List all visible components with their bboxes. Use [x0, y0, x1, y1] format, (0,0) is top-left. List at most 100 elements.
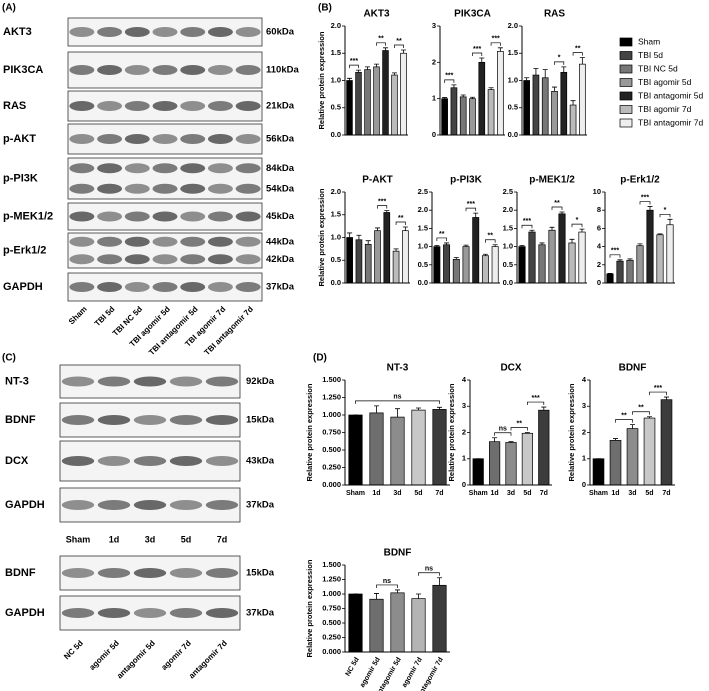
lane-label: 7d [217, 534, 228, 544]
bar [609, 440, 622, 486]
chart-title: RAS [544, 9, 565, 20]
blot-label: AKT3 [3, 26, 32, 38]
bar [346, 80, 353, 136]
lane-label: Sham [66, 534, 91, 544]
bar [392, 250, 400, 284]
y-tick-label: 2.0 [331, 21, 341, 30]
significance-label: ns [499, 426, 507, 433]
significance-label: * [558, 55, 561, 62]
significance-label: *** [492, 36, 500, 43]
significance-label: *** [378, 198, 386, 205]
bar [551, 91, 558, 136]
significance-bracket [418, 572, 440, 576]
blot-label: DCX [5, 455, 29, 467]
error-bar [492, 244, 498, 247]
blot-band [235, 211, 261, 222]
error-bar [533, 68, 539, 76]
significance-label: ** [398, 215, 404, 222]
significance-bracket [494, 432, 512, 436]
bar [626, 428, 639, 486]
significance-label: *** [473, 46, 481, 53]
y-axis-label: Relative protein expression [317, 31, 326, 129]
bar [411, 409, 426, 486]
y-tick-label: 0 [582, 480, 586, 489]
chart-title: PIK3CA [454, 9, 491, 20]
y-tick-label: 2.0 [503, 205, 513, 214]
y-tick-label: 1.250 [322, 574, 341, 583]
chart-title: BDNF [619, 363, 647, 374]
axis [521, 26, 587, 136]
blot-band [97, 568, 131, 578]
error-bar [347, 77, 352, 81]
significance-bracket [490, 42, 501, 46]
error-bar [497, 47, 503, 52]
error-bar [529, 229, 535, 233]
x-tick-label: 3d [628, 490, 636, 497]
axis [604, 192, 675, 284]
blot-size: 54kDa [266, 183, 295, 194]
blot-label: RAS [3, 100, 26, 112]
blot-band [97, 608, 131, 618]
y-tick-label: 0 [432, 130, 436, 139]
significance-label: *** [467, 201, 475, 208]
bar [390, 592, 405, 653]
bar [481, 255, 489, 284]
blot-band [133, 608, 167, 618]
legend-label: TBI agomir 7d [638, 104, 692, 114]
significance-bracket [472, 52, 483, 56]
y-tick-label: 1.250 [322, 392, 341, 401]
y-tick-label: 0.250 [322, 462, 341, 471]
significance-label: ** [396, 38, 402, 45]
blot-band [124, 254, 150, 265]
blot-band [169, 608, 203, 618]
legend-swatch [619, 105, 633, 114]
significance-bracket [571, 223, 583, 228]
error-bar [539, 242, 545, 245]
error-bar [401, 49, 406, 54]
x-tick-label: 5d [414, 490, 422, 497]
axis [469, 380, 552, 486]
significance-bracket [376, 584, 398, 588]
blot-label: p-AKT [3, 133, 36, 145]
error-bar [559, 211, 565, 214]
error-bar [434, 245, 440, 247]
lane-label: TBI antagomir 7d [202, 304, 255, 357]
y-tick-label: 0.0 [508, 130, 518, 139]
significance-label: ** [638, 405, 644, 412]
blot-band [124, 101, 150, 111]
blot-band [180, 236, 206, 247]
significance-label: ** [554, 200, 560, 207]
bar [636, 245, 644, 284]
x-tick-label: 7d [540, 490, 548, 497]
bar [579, 63, 586, 136]
y-tick-label: 1 [432, 94, 436, 103]
y-axis-label: Relative protein expression [567, 383, 576, 481]
bar [364, 243, 372, 284]
significance-bracket [436, 237, 447, 241]
blot-band [207, 101, 233, 111]
blot-band [61, 415, 95, 425]
legend-swatch [619, 37, 633, 47]
blot-band [69, 183, 95, 194]
significance-label: ** [488, 233, 494, 240]
blot-band [69, 254, 95, 265]
blot-band [205, 376, 239, 387]
blot-size: 44kDa [266, 236, 295, 247]
y-axis-label: Relative protein expression [447, 383, 456, 481]
axis [344, 380, 450, 486]
blot-band [205, 568, 239, 578]
axis [516, 192, 587, 284]
y-tick-label: 1.5 [503, 223, 513, 232]
significance-label: ** [439, 231, 445, 238]
significance-bracket [521, 224, 533, 229]
bar [656, 234, 664, 284]
blot-size: 84kDa [266, 163, 295, 174]
y-tick-label: 0 [597, 278, 601, 287]
blot-band [180, 134, 206, 144]
blot-band [169, 415, 203, 425]
bar [432, 584, 447, 653]
significance-label: * [576, 217, 579, 224]
significance-label: *** [532, 395, 540, 402]
lane-label: 3d [145, 534, 156, 544]
significance-label: *** [611, 248, 619, 255]
